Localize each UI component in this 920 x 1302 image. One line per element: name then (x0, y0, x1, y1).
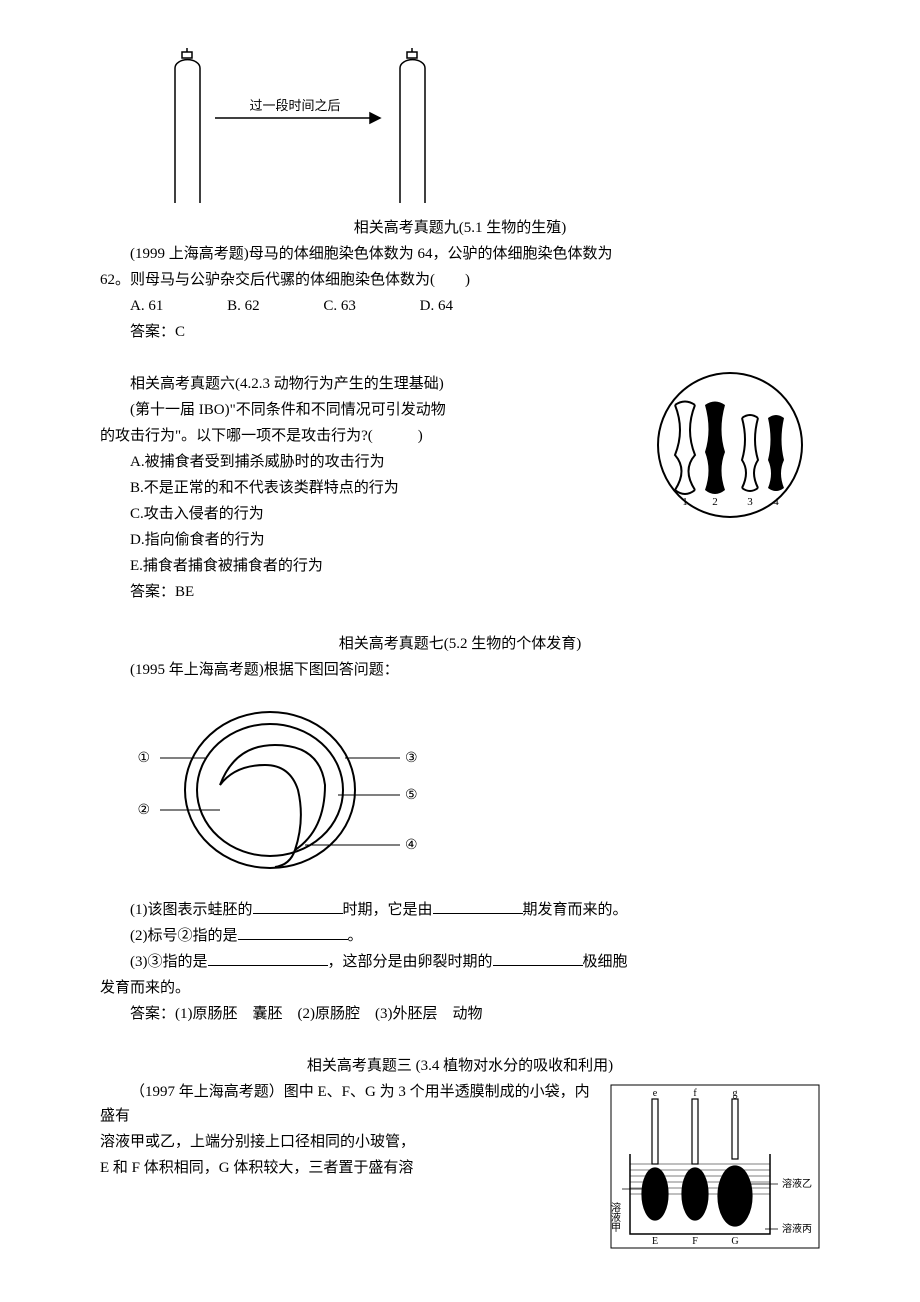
q7-stem: (1995 年上海高考题)根据下图回答问题： (100, 658, 820, 682)
svg-text:g: g (733, 1088, 738, 1099)
q7-sub1-b: 时期，它是由 (343, 902, 433, 918)
q7-title: 相关高考真题七(5.2 生物的个体发育) (100, 632, 820, 656)
q9-optC: C. 63 (323, 298, 356, 314)
q9-optB: B. 62 (227, 298, 260, 314)
svg-text:溶液乙: 溶液乙 (782, 1177, 812, 1190)
svg-text:G: G (731, 1236, 738, 1247)
q9-optD: D. 64 (420, 298, 453, 314)
svg-text:F: F (692, 1236, 698, 1247)
q7-sub3-b: ，这部分是由卵裂时期的 (328, 954, 493, 970)
svg-text:①: ① (137, 751, 150, 766)
svg-text:e: e (653, 1088, 658, 1099)
embryo-figure: ① ② ③ ⑤ ④ (100, 690, 820, 890)
svg-text:⑤: ⑤ (405, 788, 418, 803)
q7-sub3-c: 极细胞 (583, 954, 628, 970)
q6-optD: D.指向偷食者的行为 (100, 528, 820, 552)
tube-figure: 过一段时间之后 (100, 48, 820, 208)
q9-options: A. 61 B. 62 C. 63 D. 64 (100, 294, 820, 318)
q7-sub3-a: (3)③指的是 (130, 954, 208, 970)
svg-text:溶液甲: 溶液甲 (610, 1201, 621, 1233)
q3-title: 相关高考真题三 (3.4 植物对水分的吸收和利用) (100, 1054, 820, 1078)
q7-sub3-tail: 发育而来的。 (100, 976, 820, 1000)
q7-sub1-a: (1)该图表示蛙胚的 (130, 902, 253, 918)
svg-text:②: ② (137, 803, 150, 818)
chromosome-figure: 1 2 3 4 (640, 370, 820, 525)
q7-sub1: (1)该图表示蛙胚的 时期，它是由 期发育而来的。 (100, 898, 820, 922)
q6-optE: E.捕食者捕食被捕食者的行为 (100, 554, 820, 578)
q7-sub2: (2)标号②指的是 。 (100, 924, 820, 948)
q7-sub1-c: 期发育而来的。 (523, 902, 628, 918)
svg-text:3: 3 (747, 496, 753, 508)
blank (433, 898, 523, 914)
q7-sub3: (3)③指的是 ，这部分是由卵裂时期的 极细胞 (100, 950, 820, 974)
blank (493, 950, 583, 966)
blank (238, 924, 348, 940)
q9-optA: A. 61 (130, 298, 163, 314)
q7-sub2-b: 。 (348, 928, 363, 944)
q9-answer: 答案：C (100, 320, 820, 344)
blank (208, 950, 328, 966)
q9-stem2: 62。则母马与公驴杂交后代骡的体细胞染色体数为( ) (100, 268, 820, 292)
q9-stem1: (1999 上海高考题)母马的体细胞染色体数为 64，公驴的体细胞染色体数为 (100, 242, 820, 266)
q9-title: 相关高考真题九(5.1 生物的生殖) (100, 216, 820, 240)
arrow-label: 过一段时间之后 (249, 98, 340, 113)
svg-text:④: ④ (405, 838, 418, 853)
blank (253, 898, 343, 914)
svg-text:E: E (652, 1236, 658, 1247)
svg-text:溶液丙: 溶液丙 (782, 1222, 812, 1235)
q7-sub2-a: (2)标号②指的是 (130, 928, 238, 944)
q7-answer: 答案：(1)原肠胚 囊胚 (2)原肠腔 (3)外胚层 动物 (100, 1002, 820, 1026)
tube-svg: 过一段时间之后 (100, 48, 500, 208)
q6-answer: 答案：BE (100, 580, 820, 604)
svg-text:4: 4 (773, 496, 779, 508)
osmosis-figure: e f g E F G 溶液甲 溶液乙 溶液丙 (610, 1084, 820, 1249)
svg-text:f: f (693, 1088, 697, 1099)
svg-text:1: 1 (682, 496, 688, 508)
svg-text:2: 2 (712, 496, 718, 508)
svg-text:③: ③ (405, 751, 418, 766)
